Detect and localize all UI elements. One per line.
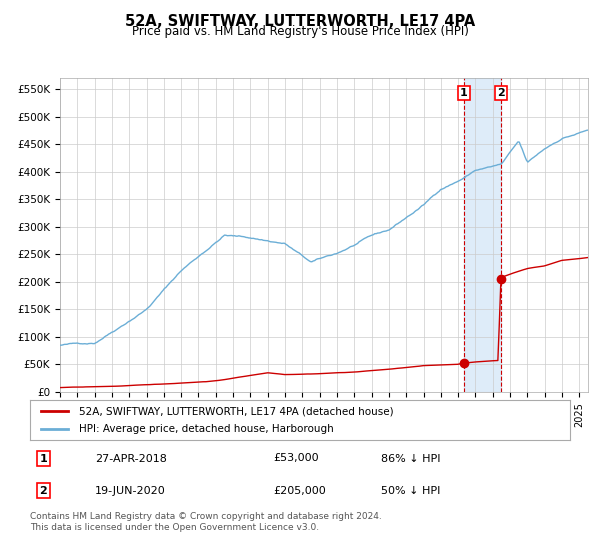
- Text: 52A, SWIFTWAY, LUTTERWORTH, LE17 4PA (detached house): 52A, SWIFTWAY, LUTTERWORTH, LE17 4PA (de…: [79, 407, 393, 417]
- Text: Price paid vs. HM Land Registry's House Price Index (HPI): Price paid vs. HM Land Registry's House …: [131, 25, 469, 38]
- Text: 1: 1: [40, 454, 47, 464]
- Text: 19-JUN-2020: 19-JUN-2020: [95, 486, 166, 496]
- Text: 86% ↓ HPI: 86% ↓ HPI: [381, 454, 440, 464]
- Text: 52A, SWIFTWAY, LUTTERWORTH, LE17 4PA: 52A, SWIFTWAY, LUTTERWORTH, LE17 4PA: [125, 14, 475, 29]
- Text: Contains HM Land Registry data © Crown copyright and database right 2024.
This d: Contains HM Land Registry data © Crown c…: [30, 512, 382, 532]
- Text: 1: 1: [460, 88, 467, 98]
- Text: 2: 2: [40, 486, 47, 496]
- Text: 27-APR-2018: 27-APR-2018: [95, 454, 167, 464]
- Text: £205,000: £205,000: [273, 486, 326, 496]
- Text: 50% ↓ HPI: 50% ↓ HPI: [381, 486, 440, 496]
- Text: 2: 2: [497, 88, 505, 98]
- Bar: [464, 78, 501, 392]
- Text: HPI: Average price, detached house, Harborough: HPI: Average price, detached house, Harb…: [79, 423, 334, 433]
- Text: £53,000: £53,000: [273, 454, 319, 464]
